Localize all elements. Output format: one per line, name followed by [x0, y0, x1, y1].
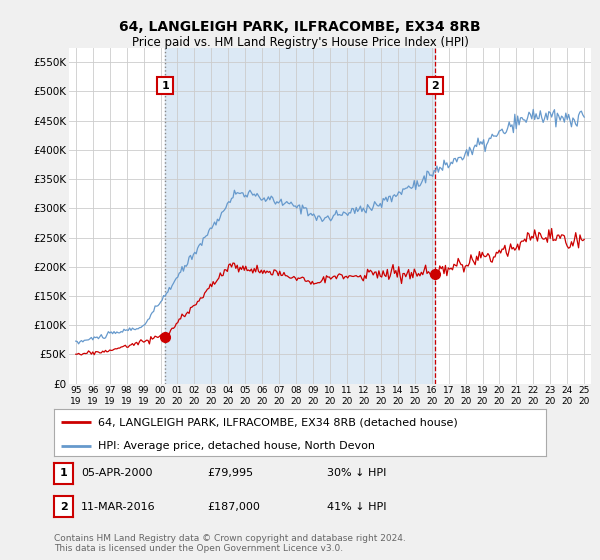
Text: Contains HM Land Registry data © Crown copyright and database right 2024.
This d: Contains HM Land Registry data © Crown c…: [54, 534, 406, 553]
Text: Price paid vs. HM Land Registry's House Price Index (HPI): Price paid vs. HM Land Registry's House …: [131, 36, 469, 49]
Text: 2: 2: [60, 502, 67, 512]
Text: 11-MAR-2016: 11-MAR-2016: [81, 502, 155, 512]
Text: 1: 1: [60, 468, 67, 478]
Text: 1: 1: [161, 81, 169, 91]
Text: 64, LANGLEIGH PARK, ILFRACOMBE, EX34 8RB: 64, LANGLEIGH PARK, ILFRACOMBE, EX34 8RB: [119, 20, 481, 34]
Text: HPI: Average price, detached house, North Devon: HPI: Average price, detached house, Nort…: [98, 441, 375, 451]
Text: 2: 2: [431, 81, 439, 91]
Text: £187,000: £187,000: [207, 502, 260, 512]
Text: 05-APR-2000: 05-APR-2000: [81, 468, 152, 478]
Bar: [165, 48, 435, 384]
Text: 41% ↓ HPI: 41% ↓ HPI: [327, 502, 386, 512]
Text: £79,995: £79,995: [207, 468, 253, 478]
Text: 64, LANGLEIGH PARK, ILFRACOMBE, EX34 8RB (detached house): 64, LANGLEIGH PARK, ILFRACOMBE, EX34 8RB…: [98, 417, 458, 427]
Text: 30% ↓ HPI: 30% ↓ HPI: [327, 468, 386, 478]
